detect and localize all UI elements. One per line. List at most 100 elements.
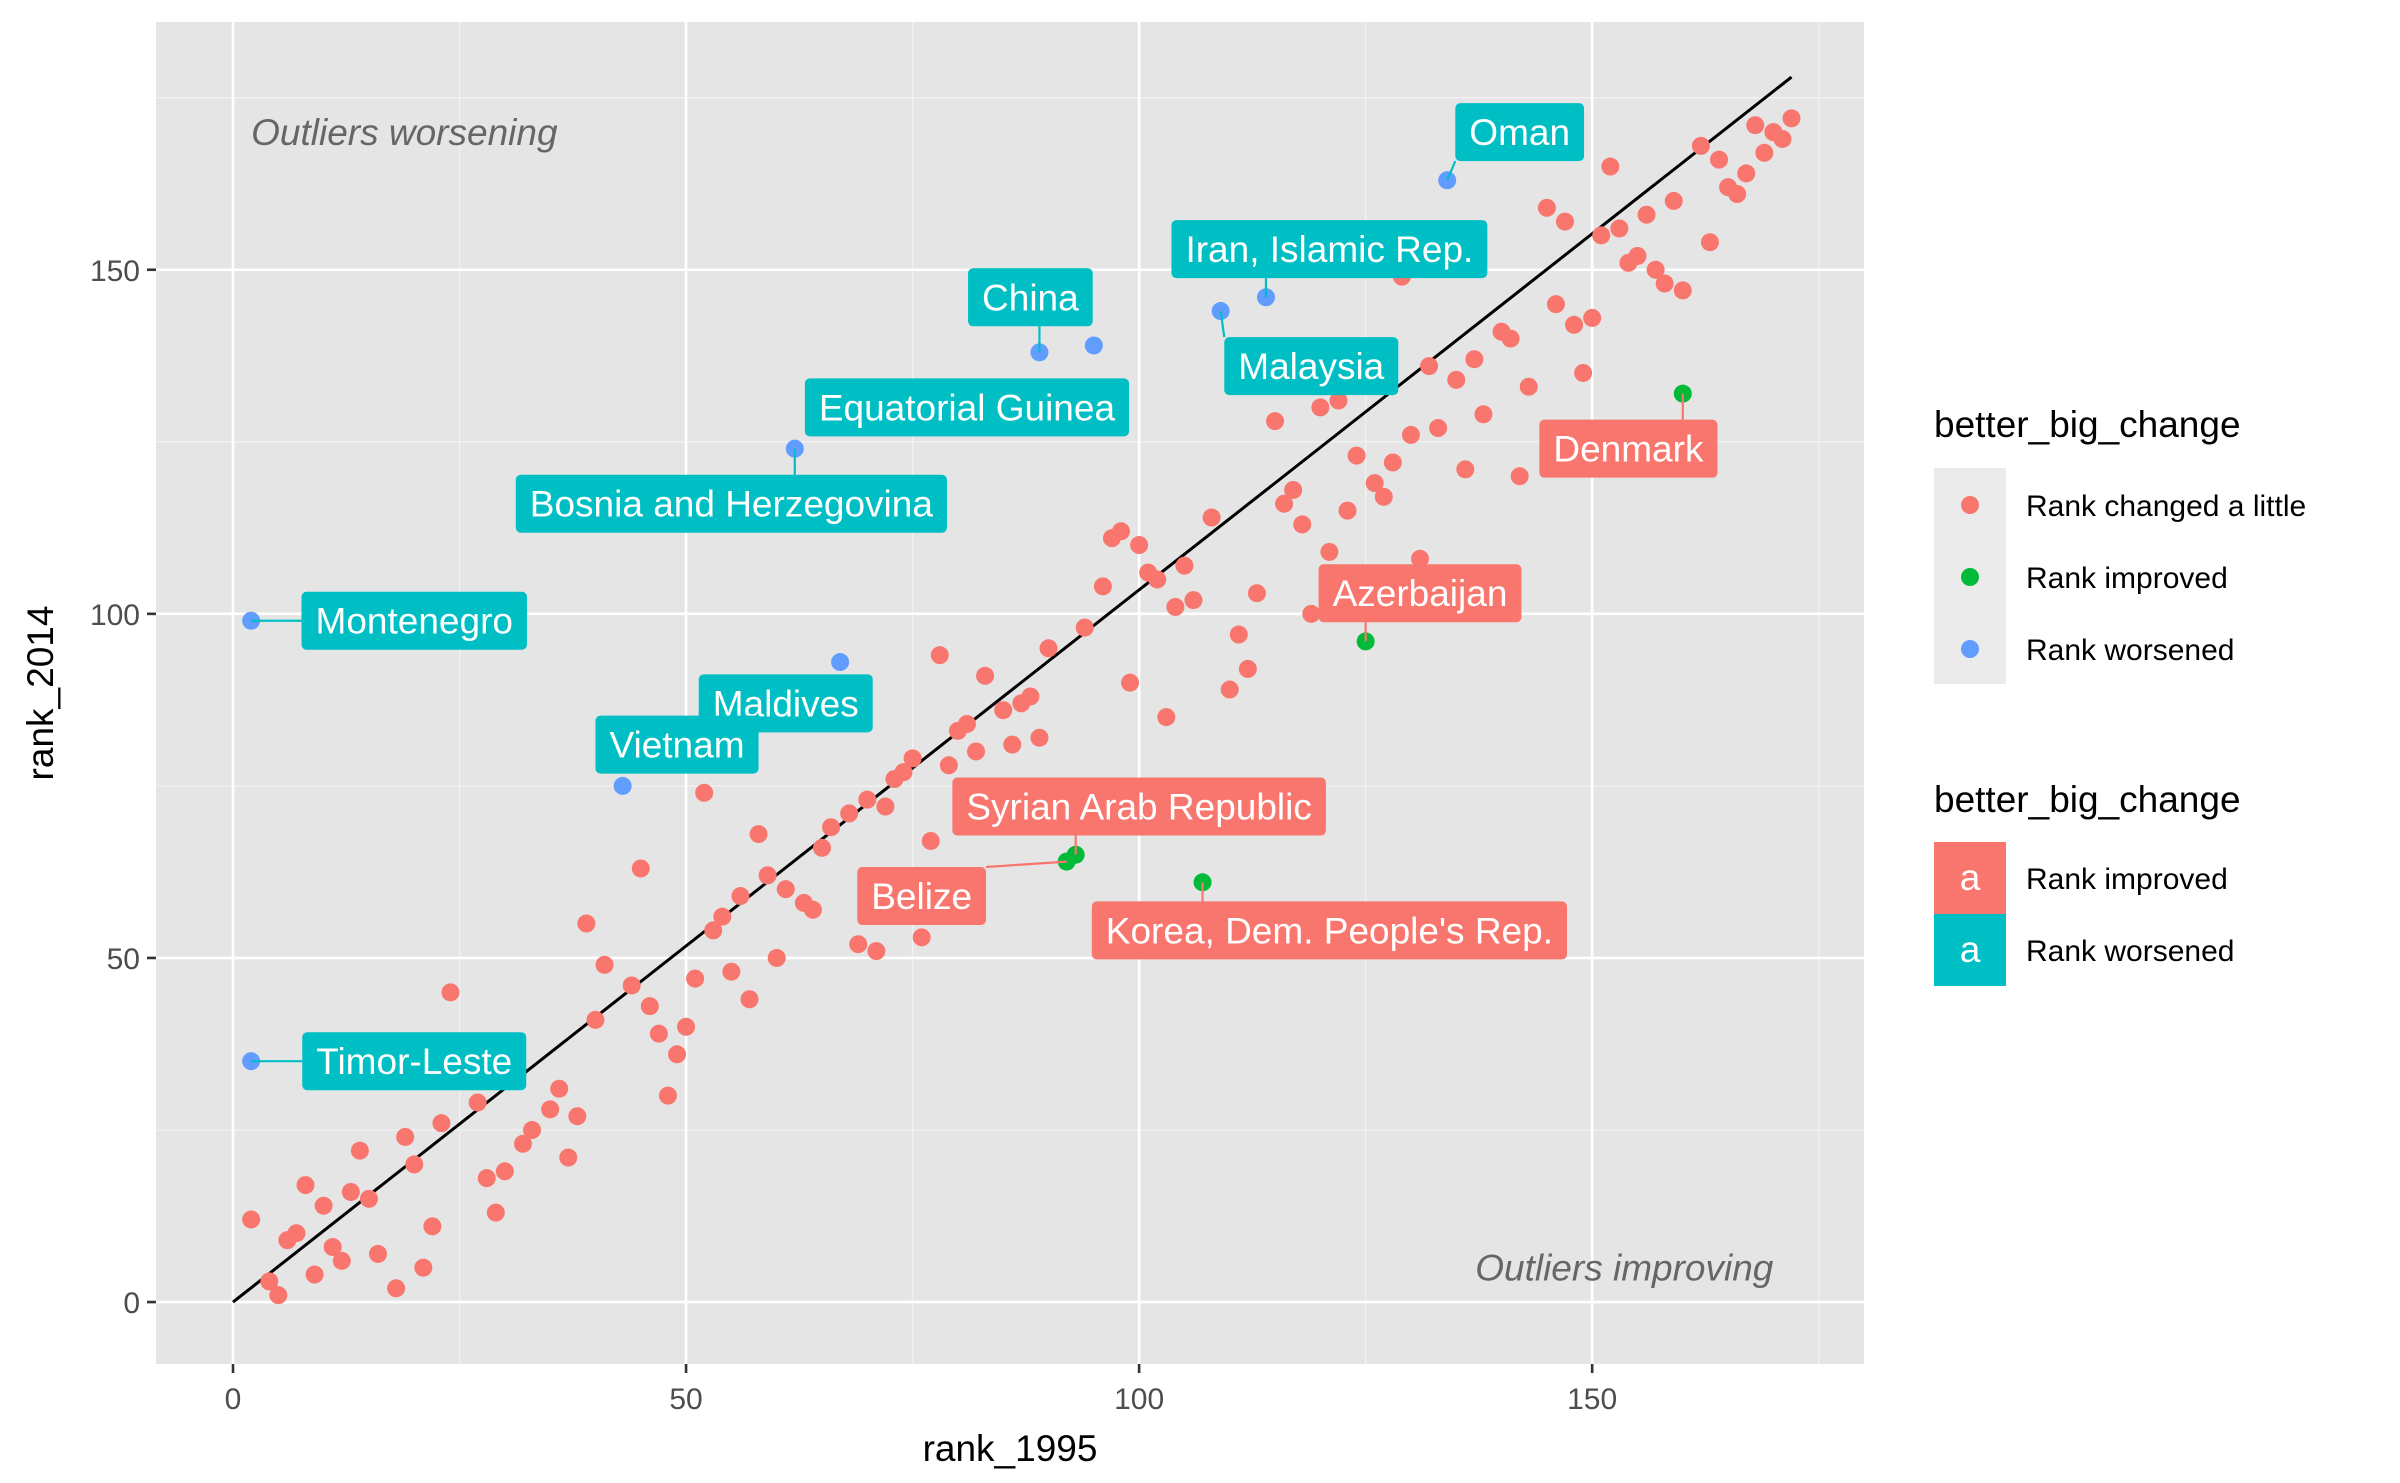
data-point [1075,618,1094,637]
data-point [287,1224,306,1243]
x-axis-title: rank_1995 [923,1428,1098,1469]
label-box [515,474,947,533]
legend-label-key-glyph: a [1960,857,1981,898]
data-point [1546,295,1565,314]
data-point [1737,164,1756,183]
legend-point-key [1961,640,1979,658]
data-point [1302,604,1321,623]
annotation-text: Outliers worsening [251,112,558,153]
data-point [1338,501,1357,520]
label-text: Denmark [1553,429,1704,470]
data-point [1229,625,1248,644]
data-point [1565,315,1584,334]
data-point [1184,591,1203,610]
label-text: Montenegro [316,601,513,642]
data-point [976,666,995,685]
data-point [1420,357,1439,376]
diagonal-line [232,75,1793,1304]
data-point [1555,212,1574,231]
label-text: Malaysia [1238,346,1384,387]
data-point [695,783,714,802]
legend-point-key [1961,496,1979,514]
data-point [1601,157,1620,176]
data-point [314,1196,333,1215]
label-box [1318,564,1522,623]
data-points [242,109,1801,1305]
legend-label-label: Rank improved [2026,863,2228,896]
data-point [957,714,976,733]
x-tick-label: 0 [225,1383,242,1416]
legend-point-label: Rank worsened [2026,634,2234,667]
data-point [396,1127,415,1146]
label-text: Azerbaijan [1333,573,1508,614]
data-point [903,749,922,768]
label-box [1455,103,1585,162]
data-point [350,1141,369,1160]
data-point [1247,584,1266,603]
label-text: Equatorial Guinea [819,387,1116,428]
data-point [559,1148,578,1167]
legend-point-label: Rank changed a little [2026,490,2306,523]
legend-point-key [1961,568,1979,586]
data-point [1365,474,1384,493]
legend-label-key-glyph: a [1960,929,1981,970]
data-point [1746,116,1765,135]
y-tick-label: 100 [90,599,140,632]
data-point [242,1052,261,1071]
data-point [1039,639,1058,658]
data-point [486,1203,505,1222]
legend-points: better_big_change Rank changed a little R… [1934,404,2306,684]
data-point [704,921,723,940]
data-point [1411,549,1430,568]
data-point [1320,542,1339,561]
data-point [749,825,768,844]
x-tick-label: 100 [1114,1383,1164,1416]
data-point [1655,274,1674,293]
data-point [242,611,261,630]
x-tick-label: 50 [669,1383,702,1416]
label-text: Oman [1469,112,1570,153]
x-tick-label: 150 [1567,1383,1617,1416]
data-point [1021,687,1040,706]
data-point [495,1162,514,1181]
data-point [1374,487,1393,506]
data-point [423,1217,442,1236]
label-box [1539,419,1718,478]
data-point [912,928,931,947]
data-point [1510,467,1529,486]
label-text: Belize [871,876,972,917]
corner-annotations: Outliers worsening Outliers improving [251,112,1774,1289]
data-point [1501,329,1520,348]
data-point [1003,735,1022,754]
label-box [1224,337,1399,396]
legend-label-key [1934,842,2006,914]
data-point [1175,556,1194,575]
data-point [1093,577,1112,596]
data-point [1782,109,1801,128]
data-point [867,942,886,961]
data-point [677,1017,696,1036]
data-point [550,1079,569,1098]
data-point [1673,281,1692,300]
label-connector [985,860,1067,869]
label-box [804,378,1130,437]
data-point [686,969,705,988]
legend-point-label: Rank improved [2026,562,2228,595]
legend-labels-title: better_big_change [1934,779,2241,820]
data-point [595,955,614,974]
point-labels: Oman Iran, Islamic Rep. China Malaysia Equat… [251,103,1718,1091]
data-point [332,1251,351,1270]
data-point [1773,129,1792,148]
data-point [831,653,850,672]
data-point [658,1086,677,1105]
data-point [1383,453,1402,472]
data-point [260,1272,279,1291]
data-point [1130,536,1149,555]
label-box [595,715,759,774]
annotation-text: Outliers improving [1475,1248,1774,1289]
data-point [523,1121,542,1140]
data-point [930,646,949,665]
label-text: Korea, Dem. People's Rep. [1106,910,1553,951]
data-point [1728,185,1747,204]
